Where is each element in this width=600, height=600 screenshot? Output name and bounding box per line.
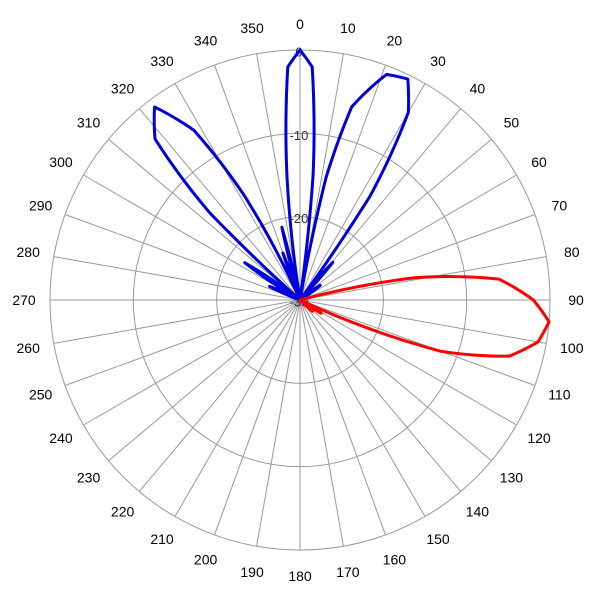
angle-tick-label: 60 [531,154,547,170]
spoke-160 [299,299,386,536]
angle-tick-label: 240 [49,430,73,446]
angle-tick-label: 160 [383,551,407,567]
series-layer [152,48,551,358]
spoke-240 [83,299,301,426]
spoke-120 [299,299,517,426]
angle-tick-label: 110 [548,386,571,402]
series-line-0 [152,48,411,302]
angle-tick-label: 140 [466,503,490,519]
angle-tick-label: 280 [17,244,41,260]
spoke-230 [108,299,301,462]
angle-tick-label: 230 [77,469,101,485]
spoke-150 [299,299,426,517]
angle-tick-label: 20 [387,33,403,49]
spoke-110 [299,299,536,386]
spoke-60 [299,174,517,301]
angle-tick-label: 210 [150,531,174,547]
angle-tick-label: 80 [564,244,580,260]
angle-tick-label: 100 [560,340,584,356]
spoke-260 [53,299,301,344]
angle-tick-label: 10 [340,20,356,36]
angle-tick-label: 310 [77,115,101,131]
spoke-50 [299,138,492,301]
angle-tick-label: 180 [288,568,312,584]
angle-tick-label: 50 [504,115,520,131]
angle-tick-label: 190 [240,564,264,580]
angle-tick-label: 330 [150,53,174,69]
spoke-280 [53,256,301,301]
angle-tick-label: 270 [12,292,36,308]
angle-tick-label: 90 [568,292,584,308]
angle-tick-label: 30 [430,53,446,69]
angle-tick-labels: 0 10 20 30 40 50 60 70 80 90 100 110 120 130 140 150 160… [12,16,584,584]
angle-tick-label: 40 [470,81,486,97]
angle-tick-label: 260 [17,340,41,356]
angle-tick-label: 320 [111,81,135,97]
radial-tick-label: -10 [290,128,309,143]
angle-tick-label: 150 [426,531,450,547]
spoke-130 [299,299,492,462]
angle-tick-label: 250 [29,386,53,402]
spoke-100 [299,299,547,344]
spoke-210 [174,299,301,517]
spoke-290 [64,214,301,301]
spoke-330 [174,83,301,301]
angle-tick-label: 130 [500,469,524,485]
spoke-300 [83,174,301,301]
spoke-310 [108,138,301,301]
radial-tick-label: -20 [290,211,309,226]
angle-tick-label: 120 [527,430,551,446]
spoke-190 [256,299,301,547]
angle-tick-label: 350 [240,20,264,36]
spoke-220 [138,299,301,492]
angle-tick-label: 70 [552,198,568,214]
spoke-140 [299,299,462,492]
angle-tick-label: 290 [29,198,53,214]
spoke-200 [214,299,301,536]
angle-tick-label: 220 [111,503,135,519]
angle-tick-label: 170 [336,564,360,580]
series-line-1 [298,275,551,358]
spoke-70 [299,214,536,301]
spoke-320 [138,108,301,301]
spoke-20 [299,64,386,301]
angle-tick-label: 300 [49,154,73,170]
spoke-170 [299,299,344,547]
spoke-250 [64,299,301,386]
angle-tick-label: 200 [194,551,218,567]
angle-tick-label: 340 [194,33,218,49]
angle-tick-label: 0 [296,16,304,32]
